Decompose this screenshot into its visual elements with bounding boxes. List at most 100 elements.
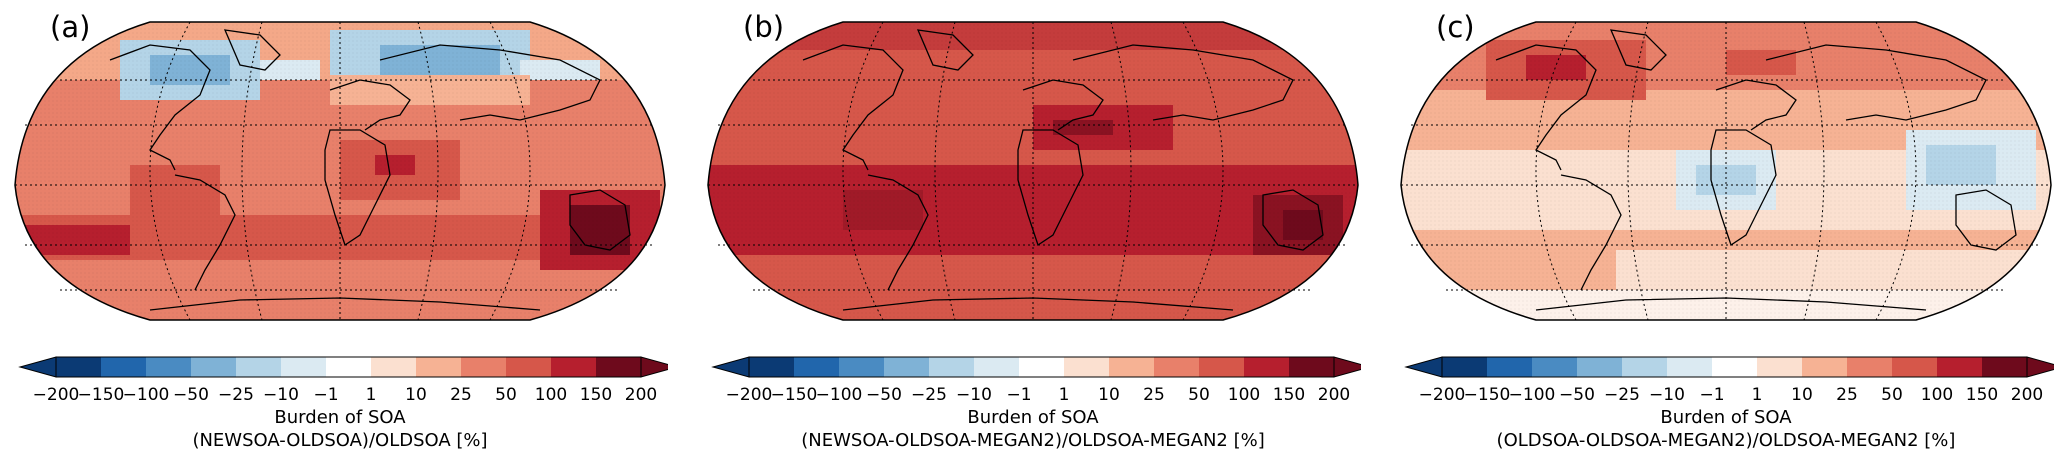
colorbar-tick-label: −100 xyxy=(815,385,863,405)
colorbar-tick-label: 200 xyxy=(624,385,658,405)
colorbar-tick-label: −1 xyxy=(1699,385,1725,405)
map-panel-a: (a) −200 −150 −100 −50 −25 −10 −1 1 10 25 50 100 150… xyxy=(0,0,680,463)
colorbar-cell xyxy=(1154,357,1200,377)
colorbar-tick-label: −100 xyxy=(1508,385,1556,405)
colorbar-cell xyxy=(326,357,372,377)
colorbar-label-line2: (OLDSOA-OLDSOA-MEGAN2)/OLDSOA-MEGAN2 [%] xyxy=(1496,430,1956,451)
colorbar-c xyxy=(1404,356,2054,378)
map-a xyxy=(14,21,666,321)
panel-letter: (c) xyxy=(1436,10,1475,44)
colorbar-cell xyxy=(839,357,885,377)
colorbar-cell xyxy=(1064,357,1110,377)
colorbar-cell xyxy=(551,357,597,377)
colorbar-tick-label: −50 xyxy=(1559,385,1595,405)
colorbar-tick-label: 200 xyxy=(1317,385,1351,405)
colorbar-tick-label: 150 xyxy=(1272,385,1306,405)
colorbar-extend-high xyxy=(1333,356,1361,378)
colorbar-label-line1: Burden of SOA xyxy=(274,407,406,428)
colorbar-cell xyxy=(1532,357,1578,377)
colorbar-tick-label: 150 xyxy=(1965,385,1999,405)
colorbar-cell xyxy=(236,357,282,377)
colorbar-cell xyxy=(1622,357,1668,377)
colorbar-cell xyxy=(371,357,417,377)
colorbar-tick-label: −150 xyxy=(770,385,818,405)
colorbar-extend-high xyxy=(640,356,668,378)
colorbar-a xyxy=(18,356,668,378)
panel-letter: (b) xyxy=(743,10,785,44)
colorbar-cell xyxy=(1019,357,1065,377)
map-panel-b: (b) −200 −150 −100 −50 −25 −10 −1 1 10 25 50 100 150… xyxy=(693,0,1373,463)
colorbar-cell xyxy=(596,357,642,377)
colorbar-tick-label: 100 xyxy=(1920,385,1954,405)
colorbar-cell xyxy=(1937,357,1983,377)
colorbar-cell xyxy=(416,357,462,377)
colorbar-tick-label: −200 xyxy=(32,385,80,405)
colorbar-tick-label: −25 xyxy=(218,385,254,405)
colorbar-tick-label: 200 xyxy=(2010,385,2044,405)
colorbar-tick-label: 10 xyxy=(1791,385,1813,405)
colorbar-cell xyxy=(1847,357,1893,377)
map-panel-c: (c) −200 −150 −100 −50 −25 −10 −1 1 10 25 50 100 150… xyxy=(1386,0,2066,463)
colorbar-cell xyxy=(1199,357,1245,377)
colorbar-cell xyxy=(1667,357,1713,377)
colorbar-cell xyxy=(1577,357,1623,377)
colorbar-cell xyxy=(1487,357,1533,377)
colorbar-label-line2: (NEWSOA-OLDSOA-MEGAN2)/OLDSOA-MEGAN2 [%] xyxy=(801,430,1265,451)
colorbar-tick-label: 10 xyxy=(1098,385,1120,405)
colorbar-cell xyxy=(191,357,237,377)
colorbar-cell xyxy=(1892,357,1938,377)
colorbar-tick-label: −150 xyxy=(77,385,125,405)
colorbar-cell xyxy=(281,357,327,377)
colorbar-tick-label: −10 xyxy=(1649,385,1685,405)
colorbar-label-line1: Burden of SOA xyxy=(1660,407,1792,428)
colorbar-b xyxy=(711,356,1361,378)
colorbar-cell xyxy=(974,357,1020,377)
colorbar-label-line2: (NEWSOA-OLDSOA)/OLDSOA [%] xyxy=(192,430,488,451)
colorbar-extend-low xyxy=(711,356,750,378)
colorbar-tick-label: −100 xyxy=(122,385,170,405)
colorbar-label-line1: Burden of SOA xyxy=(967,407,1099,428)
colorbar-tick-label: 25 xyxy=(1143,385,1165,405)
colorbar-tick-label: −25 xyxy=(1604,385,1640,405)
colorbar-cell xyxy=(1289,357,1335,377)
map-c xyxy=(1400,21,2052,321)
colorbar-tick-label: −25 xyxy=(911,385,947,405)
colorbar-extend-high xyxy=(2026,356,2054,378)
colorbar-cell xyxy=(1712,357,1758,377)
colorbar-tick-label: 150 xyxy=(579,385,613,405)
colorbar-cell xyxy=(884,357,930,377)
colorbar-cell xyxy=(146,357,192,377)
colorbar-cell xyxy=(1442,357,1488,377)
colorbar-tick-label: −150 xyxy=(1463,385,1511,405)
colorbar-cell xyxy=(1802,357,1848,377)
colorbar-tick-label: −50 xyxy=(866,385,902,405)
colorbar-tick-label: 10 xyxy=(405,385,427,405)
colorbar-tick-label: −200 xyxy=(1418,385,1466,405)
colorbar-extend-low xyxy=(18,356,57,378)
colorbar-tick-label: −10 xyxy=(956,385,992,405)
colorbar-tick-label: 50 xyxy=(1881,385,1903,405)
colorbar-tick-label: 25 xyxy=(1836,385,1858,405)
colorbar-tick-label: −1 xyxy=(313,385,339,405)
colorbar-cell xyxy=(56,357,102,377)
colorbar-tick-label: 100 xyxy=(534,385,568,405)
graticule-c xyxy=(1401,21,2051,321)
map-b xyxy=(707,21,1359,321)
colorbar-cell xyxy=(929,357,975,377)
colorbar-tick-label: −10 xyxy=(263,385,299,405)
colorbar-tick-label: −200 xyxy=(725,385,773,405)
colorbar-tick-label: 50 xyxy=(1188,385,1210,405)
colorbar-tick-label: 100 xyxy=(1227,385,1261,405)
colorbar-cell xyxy=(1757,357,1803,377)
colorbar-tick-label: −1 xyxy=(1006,385,1032,405)
colorbar-extend-low xyxy=(1404,356,1443,378)
colorbar-tick-label: 1 xyxy=(365,385,377,405)
colorbar-tick-label: 1 xyxy=(1751,385,1763,405)
colorbar-cell xyxy=(1244,357,1290,377)
graticule-b xyxy=(708,21,1358,321)
map-border-a xyxy=(14,21,666,321)
colorbar-cell xyxy=(101,357,147,377)
colorbar-cell xyxy=(506,357,552,377)
panel-letter: (a) xyxy=(50,10,91,44)
colorbar-cell xyxy=(461,357,507,377)
